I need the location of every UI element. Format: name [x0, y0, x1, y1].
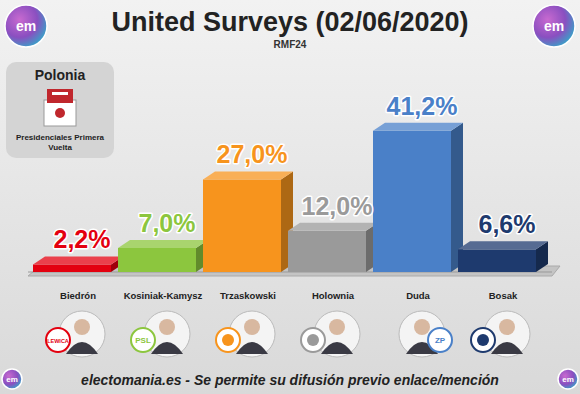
country: Polonia: [35, 67, 86, 83]
tick-label: Holownia: [312, 290, 355, 301]
background: [0, 0, 580, 394]
party-badge-text: LEWICA: [47, 338, 69, 344]
ballot-lid: [47, 89, 73, 103]
tick-label: Kosiniak-Kamysz: [124, 290, 203, 301]
logo-text: em: [6, 375, 18, 384]
photo-head: [329, 319, 345, 335]
bar-top: [203, 171, 293, 179]
bar-group: [118, 240, 208, 272]
photo-head: [499, 319, 515, 335]
election-line: Presidenciales Primera: [16, 133, 105, 142]
bar-group: [373, 123, 463, 272]
party-badge-text: ZP: [435, 336, 446, 345]
photo-head: [159, 319, 175, 335]
info-box: [6, 62, 114, 158]
bar: [33, 264, 111, 272]
ballot-box: [44, 100, 76, 126]
tick-label: Trzaskowski: [220, 290, 276, 301]
photo-body: [321, 342, 353, 354]
logo: [2, 369, 22, 389]
ballot-slot: [52, 92, 68, 95]
logo: [5, 5, 47, 47]
data-label: 7,0%: [139, 209, 196, 237]
tick-label: Biedrón: [60, 290, 96, 301]
data-label: 12,0%: [302, 192, 373, 220]
ballot-emblem: [55, 108, 65, 118]
tick-label: Bosak: [489, 290, 518, 301]
bar-group: [203, 171, 293, 272]
party-badge-dot: [222, 334, 234, 346]
subtitle: RMF24: [274, 39, 307, 50]
party-badge: [301, 328, 325, 352]
photo-head: [414, 319, 430, 335]
photo-head: [74, 319, 90, 335]
party-badge: [471, 328, 495, 352]
logo-text: em: [544, 18, 564, 34]
labels: 2,2% Biedrón LEWICA 7,0% Kosiniak-Kamysz PSL 2…: [46, 92, 535, 357]
title: United Surveys (02/06/2020): [111, 7, 468, 37]
data-label: 27,0%: [217, 140, 288, 168]
bar-group: [33, 256, 123, 272]
bar: [118, 248, 196, 272]
data-label: 6,6%: [479, 210, 536, 238]
photo-body: [151, 342, 183, 354]
ballot-icon: [44, 89, 76, 126]
bar-top: [373, 123, 463, 131]
bar: [458, 249, 536, 272]
party-badge-dot: [307, 334, 319, 346]
party-badge-dot: [477, 334, 489, 346]
party-badge: [428, 328, 452, 352]
photo-body: [66, 342, 98, 354]
bar-top: [118, 240, 208, 248]
plot-area: [33, 123, 548, 272]
logo-text: em: [562, 375, 574, 384]
party-badge-text: PSL: [135, 336, 151, 345]
logo-text: em: [16, 18, 36, 34]
photo-head: [244, 319, 260, 335]
tick-label: Duda: [406, 290, 430, 301]
footer: electomania.es - Se permite su difusión …: [81, 372, 499, 388]
party-badge: [46, 328, 70, 352]
bar-group: [458, 241, 548, 272]
bar-top: [288, 223, 378, 231]
election-line: Vuelta: [48, 143, 72, 152]
bar: [203, 179, 281, 272]
bar: [288, 231, 366, 272]
party-badge: [131, 328, 155, 352]
election: Presidenciales PrimeraVuelta: [16, 133, 105, 152]
logo: [533, 5, 575, 47]
photo-body: [236, 342, 268, 354]
bar: [373, 131, 451, 272]
data-label: 41,2%: [387, 92, 458, 120]
logo: [558, 369, 578, 389]
photo-body: [491, 342, 523, 354]
data-label: 2,2%: [54, 225, 111, 253]
party-badge: [216, 328, 240, 352]
bar-group: [288, 223, 378, 272]
bar-top: [458, 241, 548, 249]
chart: United Surveys (02/06/2020) RMF24 em em em em…: [0, 0, 580, 394]
bar-top: [33, 256, 123, 264]
